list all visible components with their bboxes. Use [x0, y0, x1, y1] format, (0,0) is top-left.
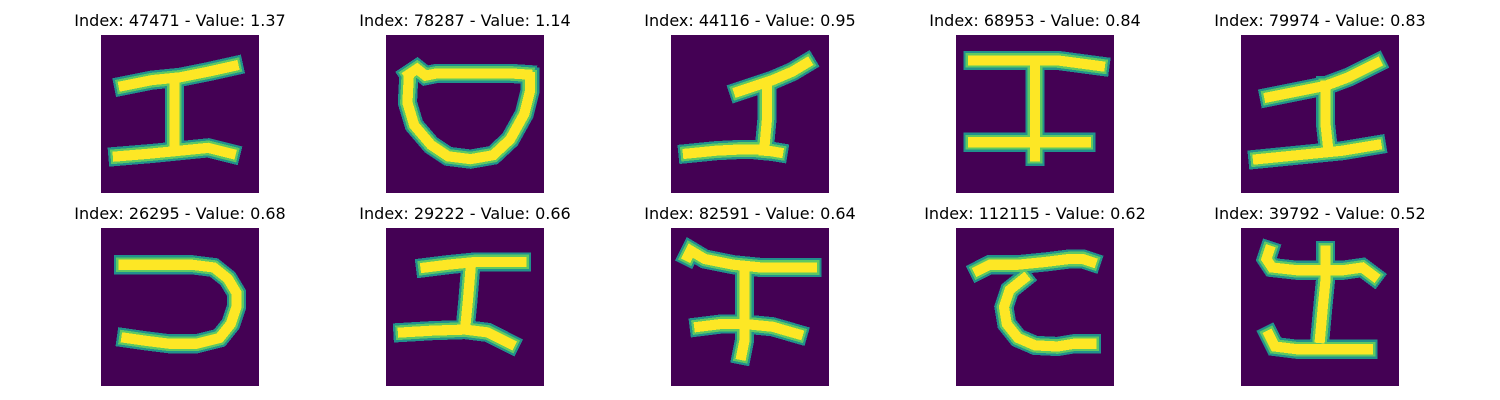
glyph-heatmap [101, 35, 259, 193]
panel-title: Index: 29222 - Value: 0.66 [359, 204, 571, 223]
panel-title: Index: 82591 - Value: 0.64 [644, 204, 856, 223]
glyph-heatmap [956, 228, 1114, 386]
glyph-image [956, 228, 1114, 386]
glyph-stroke [732, 56, 814, 98]
panel-title: Index: 79974 - Value: 0.83 [1214, 11, 1426, 30]
panel-title: Index: 44116 - Value: 0.95 [644, 11, 856, 30]
panel-title: Index: 78287 - Value: 1.14 [359, 11, 571, 30]
glyph-stroke [998, 271, 1097, 352]
glyph-image [386, 35, 544, 193]
panel-title: Index: 112115 - Value: 0.62 [924, 204, 1146, 223]
glyph-image [671, 228, 829, 386]
glyph-stroke [1262, 328, 1374, 355]
glyph-image [1241, 228, 1399, 386]
glyph-image [101, 228, 259, 386]
glyph-stroke [459, 262, 477, 336]
glyph-stroke [1260, 244, 1381, 284]
glyph-stroke [971, 253, 1098, 278]
glyph-heatmap [101, 228, 259, 386]
glyph-stroke [758, 80, 773, 157]
glyph-image [956, 35, 1114, 193]
panel-title: Index: 26295 - Value: 0.68 [74, 204, 286, 223]
glyph-stroke [693, 318, 805, 341]
glyph-heatmap [956, 35, 1114, 193]
glyph-stroke [118, 259, 242, 349]
glyph-stroke [1320, 80, 1335, 157]
glyph-heatmap [671, 35, 829, 193]
glyph-heatmap [1241, 228, 1399, 386]
glyph-stroke [1314, 245, 1331, 344]
glyph-stroke [419, 256, 527, 274]
glyph-stroke [117, 59, 240, 92]
glyph-stroke [397, 324, 517, 351]
glyph-stroke [967, 55, 1106, 72]
glyph-stroke [682, 144, 785, 160]
glyph-stroke [681, 243, 818, 273]
glyph-stroke [402, 72, 535, 165]
glyph-heatmap [1241, 35, 1399, 193]
panel-title: Index: 47471 - Value: 1.37 [74, 11, 286, 30]
glyph-image [1241, 35, 1399, 193]
glyph-heatmap [386, 35, 544, 193]
glyph-heatmap [671, 228, 829, 386]
glyph-image [101, 35, 259, 193]
glyph-heatmap [386, 228, 544, 386]
glyph-image [386, 228, 544, 386]
panel-title: Index: 39792 - Value: 0.52 [1214, 204, 1426, 223]
glyph-stroke [112, 142, 237, 162]
panel-title: Index: 68953 - Value: 0.84 [929, 11, 1141, 30]
glyph-stroke [401, 62, 533, 82]
glyph-image [671, 35, 829, 193]
glyph-stroke [1252, 139, 1383, 165]
glyph-stroke [735, 268, 750, 361]
